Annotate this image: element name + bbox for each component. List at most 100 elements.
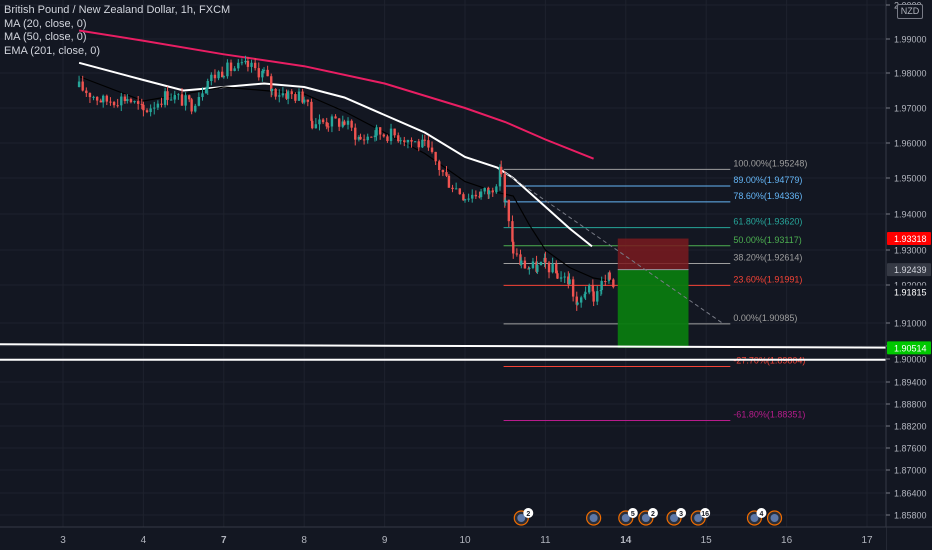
candle-body [463,199,467,201]
candle-body [467,198,470,200]
price-label-bg[interactable] [887,232,931,246]
time-tick-label: 7 [221,535,227,546]
candle-body [462,194,465,201]
candle-body [382,134,385,137]
price-label[interactable]: 1.91815 [894,288,927,298]
time-axis[interactable]: 3 4 7 8 9 10 11 14 15 16 17 [0,526,932,550]
candle-body [142,104,145,111]
candle-body [116,105,119,107]
candle-body [140,103,143,105]
candle-body [129,99,133,103]
candle-body [327,126,330,128]
price-label-bg[interactable] [887,263,931,277]
dashed-trendline[interactable] [504,172,723,324]
candle-body [222,76,225,78]
candle-body [210,74,213,82]
candle-body [297,91,301,101]
drawn-trendlines[interactable] [0,172,932,361]
candle-body [575,296,578,305]
candle-body [318,119,321,125]
candle-body [310,101,313,121]
candle-body [511,221,514,242]
candlestick-series [77,55,615,311]
event-count: 3 [679,511,683,518]
price-tick-label: 1.88800 [894,400,927,410]
ema201-legend[interactable]: EMA (201, close, 0) [4,44,100,57]
candle-body [330,116,334,127]
candle-body [515,253,519,255]
event-count: 2 [526,511,530,518]
price-label[interactable]: 1.90514 [894,343,927,353]
candle-body [92,96,95,98]
candle-body [229,62,233,71]
candle-body [237,62,240,69]
event-badges[interactable]: 2 5 2 3 16 4 [513,508,783,526]
candle-body [303,99,306,103]
price-tick-label: 1.99000 [894,35,927,45]
event-flag-dot [641,514,650,522]
candle-body [244,60,247,63]
symbol-title[interactable]: British Pound / New Zealand Dollar, 1h, … [4,4,231,16]
candle-body [451,187,454,190]
candle-body [233,68,236,71]
candle-body [504,199,507,202]
candle-body [604,281,607,283]
candle-body [591,285,595,292]
time-tick-label: 3 [60,535,66,546]
candle-body [512,241,515,254]
candle-body [188,95,191,100]
event-flag-dot [621,514,630,522]
time-tick-label: 8 [301,535,307,546]
candle-body [156,103,160,108]
ma20-legend[interactable]: MA (20, close, 0) [4,17,87,30]
price-label-bg[interactable] [887,341,931,355]
candle-body [366,136,369,141]
fib-level-label: -61.80%(1.88351) [733,409,805,419]
candle-body [370,136,373,138]
time-tick-label: 14 [620,535,632,546]
candle-body [559,277,563,279]
candle-body [246,60,250,67]
price-axis[interactable]: 1.85800 1.86400 1.87000 1.87600 1.88200 1.888… [885,0,932,550]
event-flag-dot [589,514,598,522]
candle-body [201,93,204,98]
candle-body [571,279,575,297]
candle-body [579,297,583,303]
candle-body [321,119,325,123]
candle-body [596,291,599,302]
fib-level-label: 100.00%(1.95248) [733,158,807,168]
horizontal-trendline[interactable] [0,343,932,349]
candle-body [378,127,382,135]
short-position-tool[interactable] [617,238,689,348]
price-label[interactable]: 1.93318 [894,234,927,244]
candle-body [173,94,176,100]
candle-body [427,140,430,148]
candle-body [487,190,491,195]
candle-body [346,120,350,125]
ma50-legend[interactable]: MA (50, close, 0) [4,31,87,43]
price-label-bg[interactable] [887,285,931,299]
price-tick-label: 1.96000 [894,139,927,149]
price-tick-label: 1.97000 [894,104,927,114]
candle-body [479,191,483,198]
event-count: 2 [651,511,655,518]
candle-body [278,95,281,97]
candle-body [417,141,420,148]
candle-body [262,69,266,71]
event-count-badge [523,508,534,518]
candle-body [306,99,310,102]
candle-body [81,81,84,91]
candle-body [397,135,400,142]
candle-body [520,260,523,265]
candle-body [123,96,127,102]
currency-badge[interactable]: NZD [897,4,923,19]
price-label[interactable]: 1.92439 [894,265,927,275]
candle-body [112,102,116,106]
candle-body [399,140,402,142]
take-profit-zone[interactable] [617,269,689,348]
candle-body [441,170,445,173]
candle-body [341,121,344,127]
event-count: 5 [631,511,635,518]
stop-loss-zone[interactable] [617,238,689,270]
